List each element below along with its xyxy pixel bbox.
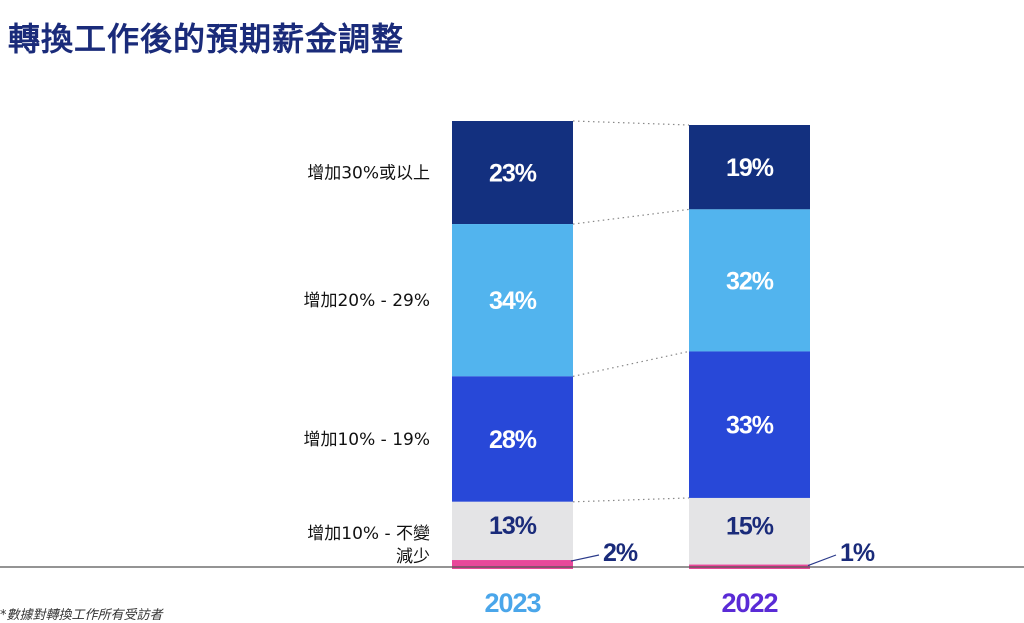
value-label: 33% [726, 412, 774, 440]
connector-line [572, 350, 690, 377]
bar-segment [689, 209, 810, 352]
value-label: 19% [726, 154, 774, 182]
bar-segment [689, 497, 810, 565]
category-label: 增加20% - 29% [303, 291, 430, 311]
footnote: *數據對轉換工作所有受訪者 [0, 608, 163, 623]
value-label: 13% [489, 512, 537, 540]
year-labels: 2023 2022 [484, 588, 778, 616]
bar-connectors [572, 120, 690, 503]
value-label: 2% [603, 539, 638, 567]
callout-line [807, 554, 837, 567]
bar-segment [689, 351, 810, 498]
value-label: 23% [489, 160, 537, 188]
connector-line [572, 208, 690, 225]
value-label: 15% [726, 512, 774, 540]
bar-segment [689, 125, 810, 210]
bar-segment [452, 121, 573, 225]
bar-segment [452, 560, 573, 569]
year-label: 2023 [484, 588, 541, 616]
value-label: 1% [840, 539, 875, 567]
value-label: 34% [489, 287, 537, 315]
callout-line [570, 554, 600, 562]
year-label: 2022 [721, 588, 777, 616]
chart-title: 轉換工作後的預期薪金調整 [8, 20, 405, 58]
category-label: 增加10% - 不變 [307, 524, 430, 544]
category-label: 減少 [396, 547, 430, 567]
value-label: 32% [726, 267, 774, 295]
bar-segment [452, 224, 573, 377]
category-label: 增加30%或以上 [307, 164, 430, 184]
category-label: 增加10% - 19% [303, 430, 430, 450]
value-labels: 23% 34% 28% 13% 2% 19% 32% 33% 15% 1% [489, 154, 876, 567]
bar-segment [452, 376, 573, 502]
connector-line [572, 120, 690, 126]
bar-segments [452, 121, 810, 569]
bar-segment [452, 501, 573, 561]
connector-line [572, 497, 690, 503]
value-label: 28% [489, 426, 537, 454]
